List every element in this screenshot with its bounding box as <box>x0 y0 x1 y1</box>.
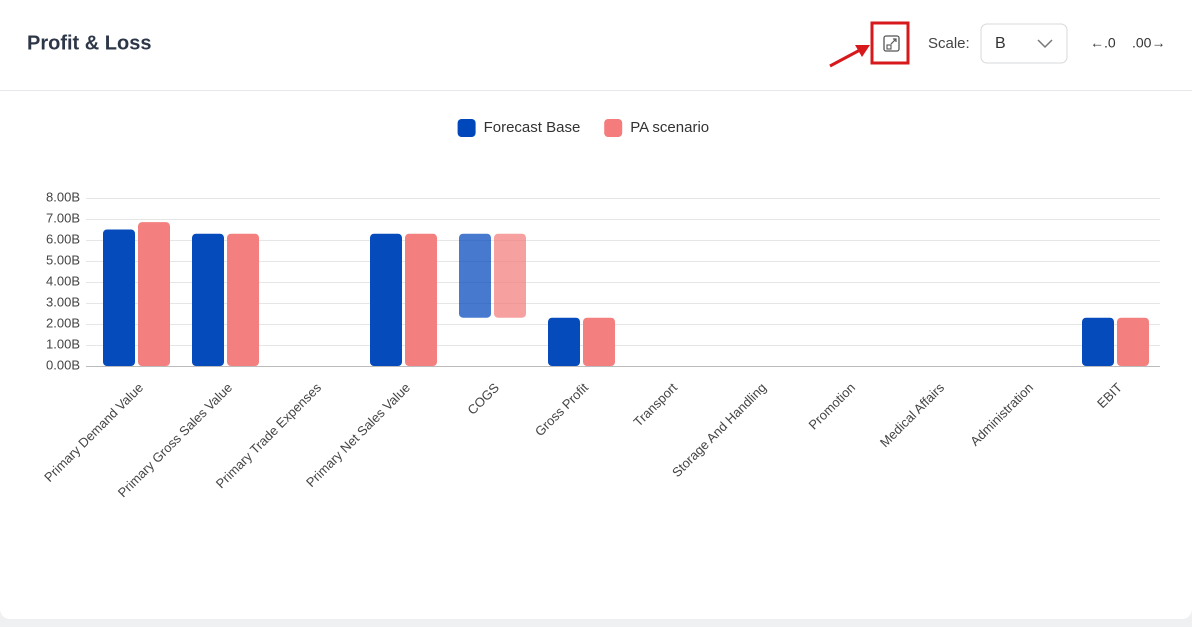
y-tick-label: 5.00B <box>46 252 80 267</box>
x-tick-label: Administration <box>967 380 1036 449</box>
bar <box>103 229 135 366</box>
y-tick-label: 8.00B <box>46 189 80 204</box>
highlight-box <box>870 21 910 65</box>
expand-button[interactable] <box>883 35 900 52</box>
increase-decimals-button[interactable]: .00→ <box>1132 35 1165 51</box>
x-tick-label: EBIT <box>1094 380 1125 411</box>
x-tick-label: Transport <box>630 380 680 430</box>
x-tick-label: COGS <box>464 380 502 418</box>
y-tick-label: 0.00B <box>46 357 80 372</box>
card-title: Profit & Loss <box>27 32 151 54</box>
x-tick-label: Promotion <box>806 380 859 433</box>
x-tick-label: Primary Demand Value <box>41 380 146 485</box>
decrease-decimals-button[interactable]: ←.0 <box>1090 35 1116 51</box>
legend-label: PA scenario <box>630 119 709 136</box>
bar <box>583 317 615 366</box>
bar <box>227 233 259 366</box>
x-tick-label: Storage And Handling <box>669 380 769 480</box>
scale-value: B <box>995 35 1006 52</box>
scale-label: Scale: <box>928 35 970 52</box>
x-tick-label: Primary Net Sales Value <box>303 380 413 490</box>
bar <box>370 233 402 366</box>
scale-select[interactable]: B <box>980 23 1068 64</box>
y-tick-label: 6.00B <box>46 231 80 246</box>
y-tick-label: 2.00B <box>46 315 80 330</box>
legend-swatch <box>457 119 476 137</box>
legend-swatch <box>604 119 623 137</box>
bar <box>548 317 580 366</box>
y-tick-label: 4.00B <box>46 273 80 288</box>
x-tick-label: Gross Profit <box>532 380 591 439</box>
y-tick-label: 7.00B <box>46 210 80 225</box>
bar <box>459 233 491 318</box>
bar <box>192 233 224 366</box>
bar <box>405 233 437 366</box>
legend-label: Forecast Base <box>484 119 581 136</box>
bar <box>1117 317 1149 366</box>
bar <box>1082 317 1114 366</box>
bar <box>494 233 526 318</box>
y-tick-label: 3.00B <box>46 294 80 309</box>
x-tick-label: Medical Affairs <box>877 380 948 451</box>
annotation-arrow <box>829 45 870 68</box>
bar <box>138 222 170 366</box>
y-tick-label: 1.00B <box>46 336 80 351</box>
